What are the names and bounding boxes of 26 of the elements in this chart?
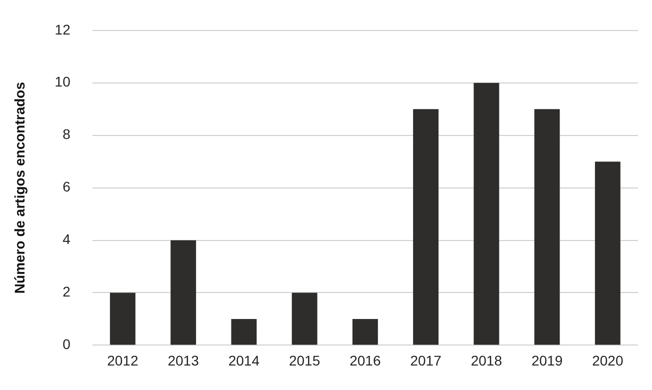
x-tick-label: 2019 — [531, 352, 563, 368]
bar — [474, 82, 500, 345]
x-tick-label: 2014 — [228, 352, 260, 368]
bar — [110, 292, 136, 345]
x-tick-label: 2017 — [410, 352, 442, 368]
x-tick-label: 2018 — [470, 352, 502, 368]
bar — [534, 109, 560, 345]
x-tick-label: 2016 — [350, 352, 381, 368]
bar — [594, 162, 620, 345]
x-tick-label: 2012 — [107, 352, 138, 368]
x-tick-label: 2020 — [592, 352, 624, 368]
bar — [413, 109, 439, 345]
y-tick-label: 12 — [54, 21, 71, 38]
x-tick-label: 2013 — [168, 352, 200, 368]
y-tick-label: 4 — [62, 231, 71, 248]
y-tick-label: 10 — [54, 74, 71, 90]
y-axis-title: Número de artigos encontrados — [11, 82, 28, 294]
bar — [170, 240, 196, 345]
y-tick-label: 2 — [62, 284, 71, 300]
bar — [352, 318, 378, 345]
bar — [292, 292, 318, 345]
x-tick-label: 2015 — [288, 352, 320, 368]
bar — [231, 318, 257, 345]
y-tick-label: 8 — [62, 126, 71, 142]
y-tick-label: 6 — [62, 178, 71, 195]
y-tick-label: 0 — [62, 336, 71, 352]
